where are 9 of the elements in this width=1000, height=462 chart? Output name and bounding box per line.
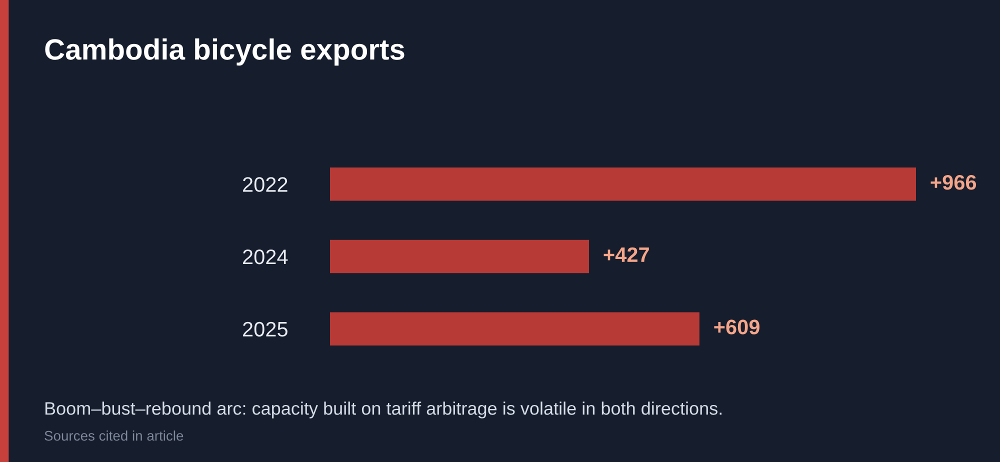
- data-label: +427: [604, 247, 649, 262]
- y-tick-label: 2022: [243, 177, 288, 192]
- chart-title: Cambodia bicycle exports: [45, 38, 404, 66]
- text: Boom–bust–rebound arc: capacity built on tariff arbitrage is volatile in both directions.: [45, 402, 722, 418]
- y-tick-label: 2024: [243, 250, 288, 264]
- y-tick-label: 2025: [243, 322, 288, 337]
- data-label: +966: [930, 175, 976, 190]
- source-note: Sources cited in article: [44, 430, 184, 441]
- data-label: +609: [714, 320, 760, 334]
